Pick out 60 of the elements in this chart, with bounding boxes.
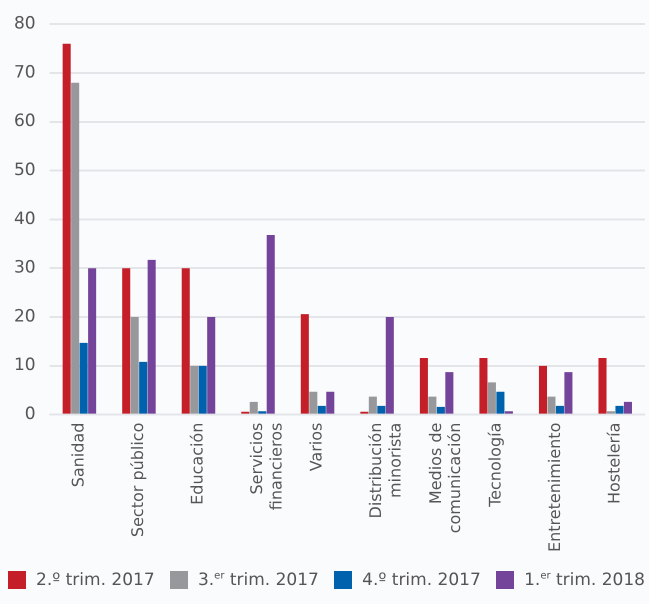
x-tick-label: Sector público (128, 422, 148, 538)
x-tick-label: Educación (188, 422, 207, 505)
bar (488, 382, 496, 414)
bar (198, 366, 207, 414)
y-tick-label: 80 (14, 14, 36, 34)
bar (88, 268, 96, 414)
x-tick-label: Entretenimiento (544, 422, 564, 552)
x-tick-label: Tecnología (485, 422, 504, 508)
bar (556, 406, 564, 414)
bar (318, 406, 326, 414)
bar (368, 396, 377, 414)
x-tick-label: Sanidad (68, 422, 88, 488)
y-tick-label: 20 (14, 306, 36, 326)
bar (250, 402, 258, 414)
x-tick-label: Hostelería (604, 422, 624, 504)
bar (420, 358, 428, 414)
bar (130, 317, 139, 414)
legend-label: 1.$^{er}$ trim. 2018 (524, 570, 645, 590)
bar (445, 372, 454, 414)
bar (564, 372, 572, 414)
bar (504, 411, 513, 414)
bar (300, 314, 309, 414)
bar (436, 406, 445, 414)
bar (80, 342, 88, 414)
bar (71, 82, 80, 414)
y-tick-label: 70 (14, 62, 36, 82)
bar (62, 44, 71, 414)
bar (598, 358, 607, 414)
bar (207, 317, 216, 414)
bar (122, 268, 130, 414)
bar (190, 366, 198, 414)
bar (139, 362, 148, 414)
x-tick-label: Distribución minorista (366, 422, 404, 518)
bar (479, 358, 488, 414)
bar (377, 406, 386, 414)
legend-label: 3.$^{er}$ trim. 2017 (198, 570, 319, 590)
x-tick-label: Varios (306, 422, 326, 472)
bar (182, 268, 190, 414)
bar (615, 406, 624, 414)
bar (266, 235, 275, 414)
bar (547, 396, 556, 414)
bar (496, 392, 504, 414)
y-tick-label: 10 (14, 355, 36, 376)
y-tick-label: 50 (14, 160, 36, 180)
bar (148, 260, 156, 414)
bar (428, 396, 436, 414)
bar (386, 317, 394, 414)
y-tick-label: 30 (14, 258, 36, 278)
bar (309, 392, 318, 414)
y-tick-label: 0 (24, 404, 36, 424)
bar (624, 402, 632, 414)
y-tick-label: 40 (14, 208, 36, 229)
bar (326, 392, 334, 414)
x-tick-label: Servicios financieros (247, 422, 286, 510)
bar (538, 366, 547, 414)
bar (606, 411, 616, 414)
y-tick-label: 60 (14, 111, 36, 132)
legend-label: 2.º trim. 2017 (36, 570, 155, 590)
bar (258, 411, 266, 414)
legend-label: 4.º trim. 2017 (362, 570, 481, 590)
